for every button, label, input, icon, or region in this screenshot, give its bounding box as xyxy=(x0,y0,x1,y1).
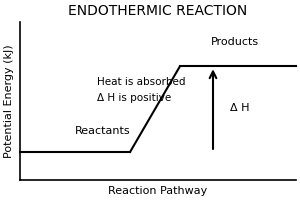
Text: Products: Products xyxy=(211,37,259,47)
Text: Heat is absorbed: Heat is absorbed xyxy=(97,77,185,87)
Y-axis label: Potential Energy (kJ): Potential Energy (kJ) xyxy=(4,44,14,158)
Text: Reactants: Reactants xyxy=(75,126,130,136)
Text: Δ H: Δ H xyxy=(230,103,249,113)
Title: ENDOTHERMIC REACTION: ENDOTHERMIC REACTION xyxy=(68,4,248,18)
Text: Δ H is positive: Δ H is positive xyxy=(97,93,171,103)
X-axis label: Reaction Pathway: Reaction Pathway xyxy=(108,186,207,196)
